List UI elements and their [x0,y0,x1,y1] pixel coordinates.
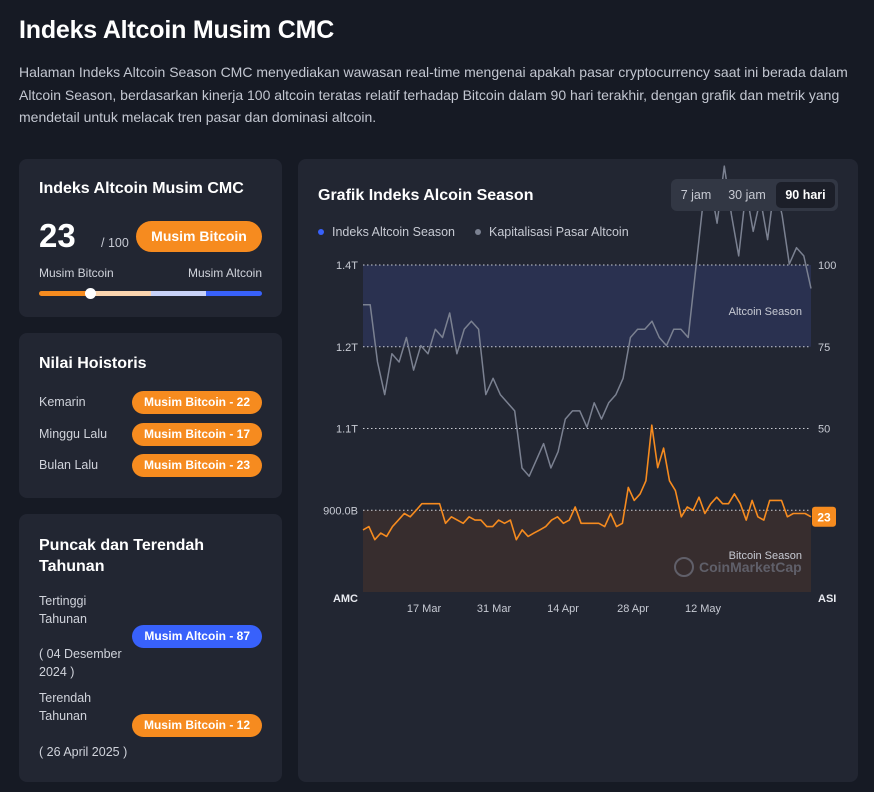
historic-row-label: Kemarin [39,395,86,409]
current-value-label: 23 [817,510,831,524]
left-axis-bottom-label: AMC [333,593,358,605]
scale-indicator-handle [84,288,96,299]
right-axis-label: 50 [818,424,830,436]
scale-segment-altcoin [206,291,262,296]
x-axis-label: 28 Apr [617,603,649,615]
left-axis-label: 1.4T [336,260,358,272]
x-axis-label: 14 Apr [547,603,579,615]
historic-row-label: Bulan Lalu [39,458,99,472]
yearly-low-label: Terendah Tahunan [39,691,92,723]
historic-row: Kemarin Musim Bitcoin - 22 [39,391,262,414]
scale-segment-bitcoin [39,291,95,296]
left-axis-label: 1.2T [336,342,358,354]
bitcoin-season-label: Bitcoin Season [729,550,802,562]
historic-row-badge: Musim Bitcoin - 23 [131,454,262,477]
x-axis-label: 17 Mar [407,603,442,615]
right-axis-label: 100 [818,260,836,272]
chart-card: 1.4T 1.2T 1.1T 900.0B AMC 100 75 50 ASI 17 Mar 31 … [298,159,858,782]
coinmarketcap-logo-icon [674,557,694,577]
legend-label: Kapitalisasi Pasar Altcoin [489,225,629,239]
scale-segment-altcoin-light [150,291,207,296]
yearly-high-date: ( 04 Desember 2024 ) [39,647,122,679]
yearly-high-low-card: Puncak dan Terendah Tahunan Tertinggi Ta… [19,514,282,782]
series-line-marketcap [363,165,812,477]
timeframe-7-jam[interactable]: 7 jam [680,188,712,202]
index-max: / 100 [101,236,129,250]
scale-segment-bitcoin-light [94,291,151,296]
legend-item-marketcap[interactable]: Kapitalisasi Pasar Altcoin [475,225,629,239]
legend-dot-icon [318,228,324,235]
yearly-title: Puncak dan Terendah Tahunan [39,537,205,575]
index-value: 23 [39,217,76,254]
scale-right-label: Musim Altcoin [187,266,262,280]
historic-row: Bulan Lalu Musim Bitcoin - 23 [39,454,262,477]
historic-title: Nilai Hoistoris [39,355,147,372]
legend-label: Indeks Altcoin Season [332,225,455,239]
watermark: CoinMarketCap [699,559,802,575]
historic-row-badge: Musim Bitcoin - 17 [131,423,262,446]
series-line-index [362,424,812,541]
historic-row-badge: Musim Bitcoin - 22 [131,391,262,414]
page-description: Halaman Indeks Altcoin Season CMC menyed… [19,64,848,125]
index-card-title: Indeks Altcoin Musim CMC [39,180,244,197]
timeframe-switcher: 7 jam 30 jam 90 hari [671,179,838,211]
page-title: Indeks Altcoin Musim CMC [19,16,335,44]
altcoin-season-label: Altcoin Season [729,306,802,318]
left-axis-label: 1.1T [336,424,358,436]
timeframe-90-hari[interactable]: 90 hari [776,182,835,208]
historic-values-card: Nilai Hoistoris Kemarin Musim Bitcoin - … [19,333,282,498]
yearly-high-label: Tertinggi Tahunan [39,594,87,626]
yearly-low-date: ( 26 April 2025 ) [39,745,128,759]
right-axis-label: 75 [818,342,830,354]
historic-row: Minggu Lalu Musim Bitcoin - 17 [39,423,262,446]
legend-item-index[interactable]: Indeks Altcoin Season [318,225,455,239]
legend-dot-icon [475,228,481,235]
chart-title: Grafik Indeks Alcoin Season [318,187,534,204]
scale-left-label: Musim Bitcoin [39,266,114,280]
season-scale-bar [39,291,262,296]
yearly-high-badge: Musim Altcoin - 87 [132,625,262,648]
x-axis-label: 12 May [685,603,722,615]
season-status-badge: Musim Bitcoin [136,221,262,252]
left-axis-label: 900.0B [323,505,358,517]
historic-row-label: Minggu Lalu [39,427,108,441]
x-axis-label: 31 Mar [477,603,512,615]
timeframe-30-jam[interactable]: 30 jam [728,188,766,202]
index-card: Indeks Altcoin Musim CMC 23 / 100 Musim … [19,159,282,317]
current-value-badge [812,506,836,527]
chart: 1.4T 1.2T 1.1T 900.0B AMC 100 75 50 ASI 17 Mar 31 … [323,165,836,615]
yearly-low-badge: Musim Bitcoin - 12 [131,714,262,737]
right-axis-bottom-label: ASI [818,593,836,605]
